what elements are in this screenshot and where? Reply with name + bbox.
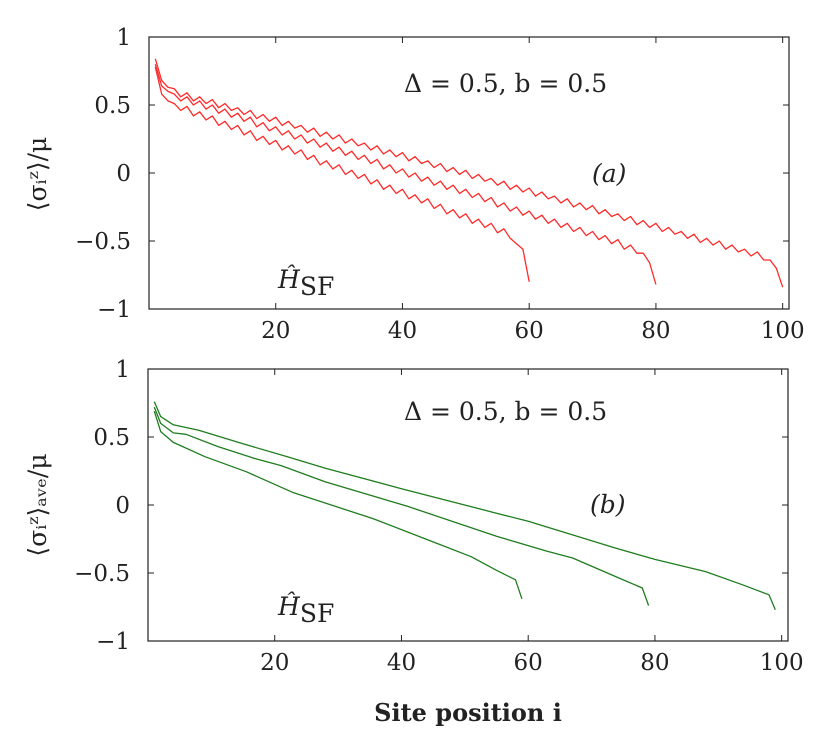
hamiltonian-subscript: SF (300, 599, 334, 628)
x-axis-label: Site position i (374, 698, 562, 727)
x-tick-label: 20 (260, 650, 289, 676)
ylabel-a: ⟨σᵢᶻ⟩/μ (23, 137, 52, 212)
y-tick-label: −0.5 (74, 561, 130, 587)
y-tick-label: −0.5 (75, 229, 131, 255)
hamiltonian-symbol: Ĥ (277, 265, 301, 294)
x-tick-label: 60 (515, 318, 544, 344)
panel-label-b: (b) (590, 490, 626, 519)
series-line-b-2 (153, 406, 650, 606)
x-tick-label: 100 (760, 650, 804, 676)
y-tick-label: 0 (116, 161, 131, 187)
x-tick-label: 20 (261, 318, 290, 344)
hamiltonian-subscript: SF (300, 272, 334, 301)
x-tick-label: 100 (761, 318, 805, 344)
params-annotation-a: Δ = 0.5, b = 0.5 (404, 69, 607, 98)
x-tick-label: 40 (387, 650, 416, 676)
y-tick-label: −1 (96, 629, 130, 655)
ylabel-b: ⟨σᵢᶻ⟩ₐᵥₑ/μ (23, 453, 52, 556)
series-line-a-2 (154, 64, 657, 285)
x-tick-label: 80 (641, 318, 670, 344)
y-tick-label: 0.5 (93, 425, 130, 451)
hamiltonian-annotation-b: ĤSF (277, 592, 334, 628)
hamiltonian-symbol: Ĥ (277, 592, 301, 621)
panel-label-a: (a) (592, 159, 626, 188)
y-tick-label: 1 (115, 357, 130, 383)
x-tick-label: 80 (640, 650, 669, 676)
x-tick-label: 60 (514, 650, 543, 676)
series-line-a-1 (154, 58, 784, 288)
series-line-b-1 (153, 401, 776, 610)
y-tick-label: −1 (97, 297, 131, 323)
hamiltonian-annotation-a: ĤSF (277, 265, 334, 301)
y-tick-label: 1 (116, 25, 131, 51)
series-line-a-3 (154, 66, 530, 282)
y-tick-label: 0 (115, 493, 130, 519)
x-tick-label: 40 (388, 318, 417, 344)
params-annotation-b: Δ = 0.5, b = 0.5 (404, 397, 607, 426)
y-tick-label: 0.5 (94, 93, 131, 119)
series-line-b-3 (153, 411, 523, 600)
